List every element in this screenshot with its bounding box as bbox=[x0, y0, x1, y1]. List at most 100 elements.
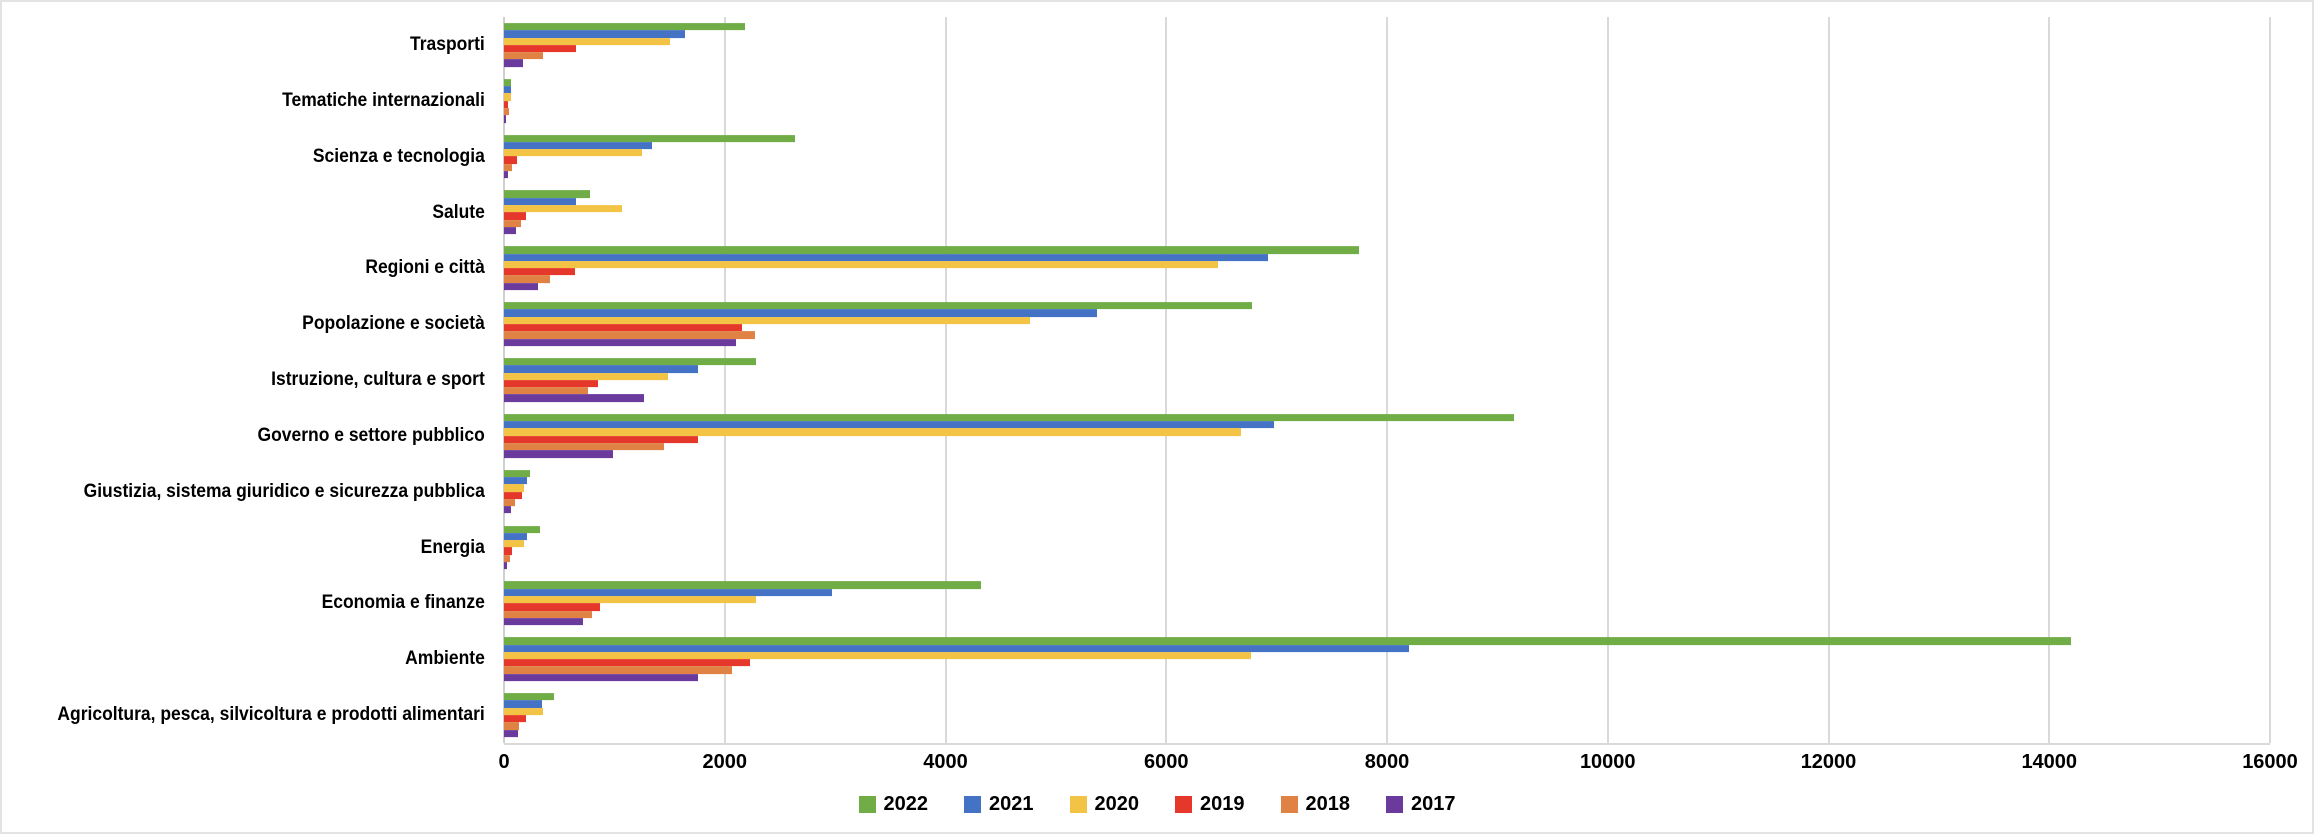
bar-2022 bbox=[504, 78, 511, 87]
category-label: Istruzione, cultura e sport bbox=[271, 369, 485, 391]
bar-2019 bbox=[504, 603, 601, 611]
bar-group bbox=[504, 78, 512, 123]
bar-2019 bbox=[504, 268, 575, 276]
bar-2022 bbox=[504, 525, 541, 533]
category-axis: Trasporti Tematiche internazionali Scienza… bbox=[2, 17, 494, 743]
bar-2022 bbox=[504, 358, 756, 366]
bar-2017 bbox=[504, 115, 506, 123]
bar-2021 bbox=[504, 197, 577, 206]
gridline bbox=[944, 17, 947, 743]
legend-swatch bbox=[1175, 795, 1192, 813]
bar-2022 bbox=[504, 581, 981, 589]
bar-2020 bbox=[504, 372, 669, 380]
bar-group bbox=[504, 358, 756, 402]
x-tick-label: 0 bbox=[498, 751, 510, 773]
bar-2021 bbox=[504, 86, 511, 94]
bar-2019 bbox=[504, 435, 699, 444]
bar-2020 bbox=[504, 260, 1219, 269]
category-row bbox=[504, 352, 2270, 408]
bar-2017 bbox=[504, 338, 736, 347]
bar-2021 bbox=[504, 421, 1275, 429]
legend-item: 2020 bbox=[1069, 793, 1139, 816]
gridline bbox=[1165, 17, 1168, 743]
bar-2020 bbox=[504, 93, 512, 101]
x-tick-label: 10000 bbox=[1579, 751, 1636, 773]
bar-2020 bbox=[504, 428, 1242, 436]
bar-2019 bbox=[504, 156, 518, 164]
bar-2018 bbox=[504, 443, 665, 451]
category-label: Scienza e tecnologia bbox=[312, 145, 485, 167]
category-row bbox=[504, 73, 2270, 129]
legend-item: 2017 bbox=[1386, 793, 1456, 816]
bar-2019 bbox=[504, 715, 526, 723]
bar-2022 bbox=[504, 693, 554, 701]
legend-label: 2021 bbox=[989, 792, 1034, 815]
category-row bbox=[504, 575, 2270, 631]
bar-2021 bbox=[504, 477, 528, 485]
x-tick-label: 14000 bbox=[2021, 751, 2078, 773]
category-label: Giustizia, sistema giuridico e sicurezza… bbox=[83, 480, 485, 502]
bar-2018 bbox=[504, 387, 588, 395]
bar-2017 bbox=[504, 506, 511, 514]
legend-label: 2019 bbox=[1200, 792, 1245, 815]
x-tick-label: 4000 bbox=[923, 751, 968, 773]
x-axis: 0 2000 4000 6000 8000 10000 12000 14000 16000 bbox=[498, 747, 2297, 777]
legend-swatch bbox=[858, 795, 876, 813]
bar-2020 bbox=[504, 651, 1252, 660]
bar-2018 bbox=[504, 666, 733, 674]
bar-2018 bbox=[504, 219, 521, 228]
bar-2019 bbox=[504, 379, 599, 388]
bar-2019 bbox=[504, 100, 509, 109]
x-tick-label: 6000 bbox=[1144, 751, 1189, 773]
category-row bbox=[504, 687, 2270, 743]
x-tick-label: 2000 bbox=[702, 751, 748, 773]
bar-2021 bbox=[504, 532, 528, 541]
bar-group bbox=[504, 637, 2072, 682]
category-row bbox=[504, 240, 2270, 296]
bar-2018 bbox=[504, 554, 511, 563]
bar-2020 bbox=[504, 316, 1031, 325]
category-row bbox=[504, 520, 2270, 576]
bar-2018 bbox=[504, 108, 509, 116]
bar-2020 bbox=[504, 149, 642, 157]
bar-2021 bbox=[504, 365, 699, 373]
legend-swatch bbox=[1386, 795, 1403, 813]
bar-group bbox=[504, 693, 554, 737]
gridline bbox=[2269, 17, 2271, 743]
bar-2017 bbox=[504, 673, 699, 682]
bar-2021 bbox=[504, 253, 1268, 261]
bar-group bbox=[504, 23, 745, 67]
bar-2020 bbox=[504, 540, 524, 548]
bar-2022 bbox=[504, 469, 531, 478]
bar-2021 bbox=[504, 142, 652, 150]
bar-2021 bbox=[504, 644, 1410, 652]
legend-label: 2018 bbox=[1305, 792, 1351, 815]
bar-2020 bbox=[504, 37, 670, 45]
category-row bbox=[504, 296, 2270, 352]
bar-2020 bbox=[504, 205, 623, 213]
legend-label: 2022 bbox=[883, 792, 929, 815]
legend-item: 2021 bbox=[964, 793, 1034, 816]
category-label: Tematiche internazionali bbox=[282, 89, 485, 111]
legend-swatch bbox=[1069, 795, 1087, 813]
bar-2017 bbox=[504, 562, 508, 570]
bar-2018 bbox=[504, 275, 551, 283]
bar-2017 bbox=[504, 394, 645, 402]
bar-2017 bbox=[504, 59, 524, 67]
bar-2021 bbox=[504, 588, 832, 597]
category-label: Ambiente bbox=[405, 648, 485, 670]
bar-2018 bbox=[504, 163, 513, 172]
bar-group bbox=[504, 581, 981, 626]
gridline bbox=[1827, 17, 1830, 743]
category-row bbox=[504, 185, 2270, 241]
bar-group bbox=[504, 302, 1253, 347]
x-tick-label: 8000 bbox=[1364, 751, 1410, 773]
bar-group bbox=[504, 246, 1360, 291]
category-row bbox=[504, 464, 2270, 520]
bar-2022 bbox=[504, 190, 591, 198]
bar-2017 bbox=[504, 450, 614, 458]
gridline bbox=[1606, 17, 1609, 743]
legend-item: 2018 bbox=[1280, 792, 1351, 816]
bar-group bbox=[504, 469, 531, 514]
bar-group bbox=[504, 190, 623, 235]
